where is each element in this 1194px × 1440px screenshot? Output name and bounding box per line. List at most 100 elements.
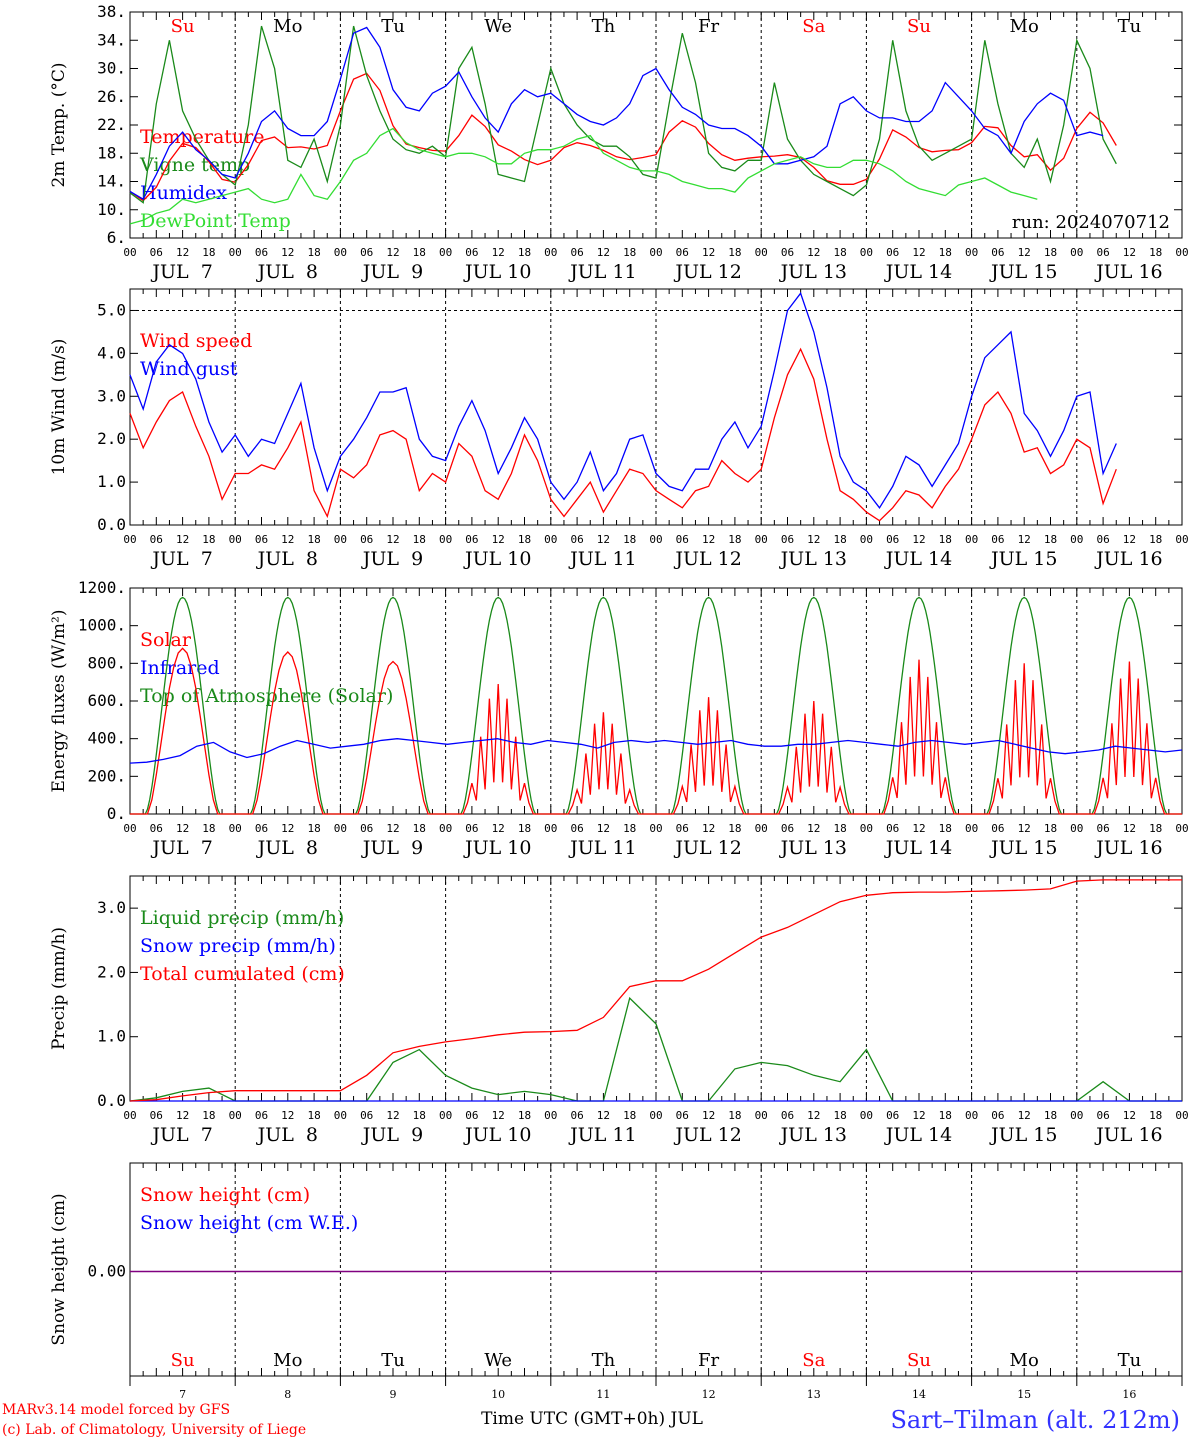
hour-label: 06 [991,246,1004,259]
hour-label: 06 [255,822,268,835]
station-title: Sart–Tilman (alt. 212m) [890,1406,1180,1434]
hour-label: 00 [1070,533,1083,546]
hour-label: 06 [150,246,163,259]
hour-label: 06 [991,822,1004,835]
hour-label: 18 [1149,822,1162,835]
hour-label: 00 [439,822,452,835]
y-tick-label: 0.0 [97,515,126,534]
y-axis-label: Snow height (cm) [49,1193,69,1345]
hour-label: 18 [728,1109,741,1122]
hour-label: 18 [202,822,215,835]
hour-label: 18 [307,822,320,835]
hour-label: 06 [150,1109,163,1122]
hour-label: 00 [860,246,873,259]
weekday-label: We [484,16,512,37]
series-solar [130,647,1182,815]
hour-label: 00 [755,246,768,259]
hour-label: 00 [439,246,452,259]
y-tick-label: 3.0 [97,898,126,917]
date-label: JUL 15 [989,261,1057,283]
y-axis-label: 2m Temp. (°C) [49,62,69,187]
hour-label: 18 [518,1109,531,1122]
date-label: JUL 13 [779,261,847,283]
date-label: JUL 14 [884,837,952,859]
time-axis-label: Time UTC (GMT+0h) JUL [481,1409,703,1429]
hour-label: 00 [123,1109,136,1122]
hour-label: 06 [465,533,478,546]
hour-label: 06 [781,822,794,835]
hour-label: 06 [255,246,268,259]
y-tick-label: 1.0 [97,1027,126,1046]
hour-label: 18 [623,533,636,546]
hour-label: 00 [755,1109,768,1122]
hour-label: 12 [281,246,294,259]
weekday-label: Sa [802,1350,825,1371]
hour-label: 00 [965,246,978,259]
legend-entry: Snow height (cm W.E.) [140,1212,358,1234]
hour-label: 12 [176,533,189,546]
y-tick-label: 5.0 [97,300,126,319]
hour-label: 00 [544,533,557,546]
y-tick-label: 6. [107,228,126,247]
date-label: JUL 8 [256,1124,318,1146]
day-number-label: 11 [596,1388,610,1401]
date-label: JUL 7 [150,837,212,859]
date-label: JUL 16 [1094,837,1162,859]
legend-entry: Infrared [140,657,220,679]
hour-label: 00 [649,533,662,546]
date-label: JUL 10 [463,837,531,859]
y-tick-label: 22. [97,115,126,134]
hour-label: 12 [807,533,820,546]
run-annotation: run: 2024070712 [1012,212,1170,233]
hour-label: 18 [728,533,741,546]
hour-label: 18 [413,822,426,835]
hour-label: 00 [1070,822,1083,835]
hour-label: 06 [676,246,689,259]
hour-label: 06 [676,1109,689,1122]
legend-entry: DewPoint Temp [140,210,291,232]
hour-label: 06 [1096,533,1109,546]
day-number-label: 8 [284,1388,291,1401]
hour-label: 06 [1096,1109,1109,1122]
hour-label: 18 [413,1109,426,1122]
y-tick-label: 10. [97,200,126,219]
hour-label: 18 [413,246,426,259]
y-tick-label: 4.0 [97,343,126,362]
date-label: JUL 16 [1094,1124,1162,1146]
hour-label: 18 [202,1109,215,1122]
legend-entry: Snow precip (mm/h) [140,935,336,957]
weekday-label: Su [171,16,195,37]
panel-precip: 0.0 1.0 2.0 3.0 Precip (mm/h) 00 06 12 18 00 06 12 1… [49,875,1189,1146]
date-label: JUL 10 [463,1124,531,1146]
hour-label: 18 [202,246,215,259]
hour-label: 12 [1018,1109,1031,1122]
weekday-label: Tu [1118,16,1142,37]
legend-entry: Vigne temp [139,154,250,176]
hour-label: 00 [123,822,136,835]
hour-label: 06 [676,533,689,546]
credit-line-2: (c) Lab. of Climatology, University of L… [2,1422,306,1438]
date-label: JUL 16 [1094,261,1162,283]
day-number-label: 12 [702,1388,716,1401]
weekday-label: Mo [1010,1350,1039,1371]
hour-label: 06 [465,822,478,835]
hour-label: 00 [123,533,136,546]
hour-label: 12 [1018,533,1031,546]
hour-label: 00 [649,1109,662,1122]
hour-label: 18 [939,246,952,259]
hour-label: 12 [912,246,925,259]
hour-label: 00 [229,246,242,259]
hour-label: 18 [623,822,636,835]
hour-label: 06 [570,822,583,835]
hour-label: 06 [465,1109,478,1122]
legend-entry: Snow height (cm) [140,1184,310,1206]
weekday-label: Mo [1010,16,1039,37]
hour-label: 12 [597,246,610,259]
hour-label: 18 [623,246,636,259]
hour-label: 00 [1175,1109,1188,1122]
date-label: JUL 12 [673,548,741,570]
hour-label: 12 [176,246,189,259]
hour-label: 00 [860,1109,873,1122]
day-number-label: 7 [179,1388,186,1401]
